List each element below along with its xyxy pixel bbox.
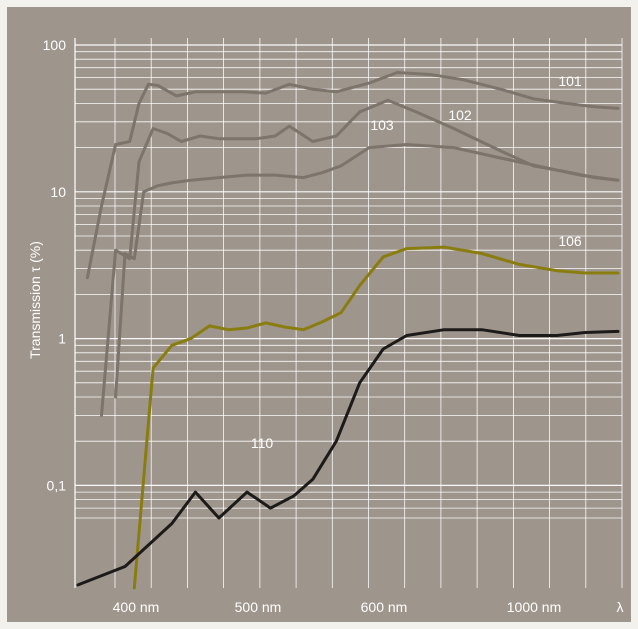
series-line-103 [114,143,620,399]
series-label-102: 102 [448,107,472,123]
series-line-102 [100,98,620,417]
x-tick-labels: 400 nm 500 nm 600 nm 1000 nm [113,599,562,615]
y-axis-title: Transmission τ (%) [27,241,43,359]
series-label-110: 110 [251,435,274,451]
chart-series [76,71,620,590]
y-tick-label: 100 [43,37,67,53]
series-label-103: 103 [370,117,394,133]
series-line-101 [85,71,620,280]
series-label-101: 101 [558,73,582,89]
y-tick-label: 0,1 [47,477,67,493]
x-tick-label: 400 nm [113,599,160,615]
y-tick-labels: 100 10 1 0,1 [43,37,67,493]
x-axis-title: λ [617,599,624,615]
series-line-106 [132,245,620,590]
x-tick-label: 500 nm [235,599,282,615]
x-tick-label: 600 nm [361,599,408,615]
y-tick-label: 10 [50,184,66,200]
y-tick-label: 1 [58,331,66,347]
series-line-110 [76,328,620,587]
series-label-106: 106 [558,233,582,249]
series-labels: 101 102 103 106 110 [251,73,582,451]
x-tick-label: 1000 nm [507,599,561,615]
